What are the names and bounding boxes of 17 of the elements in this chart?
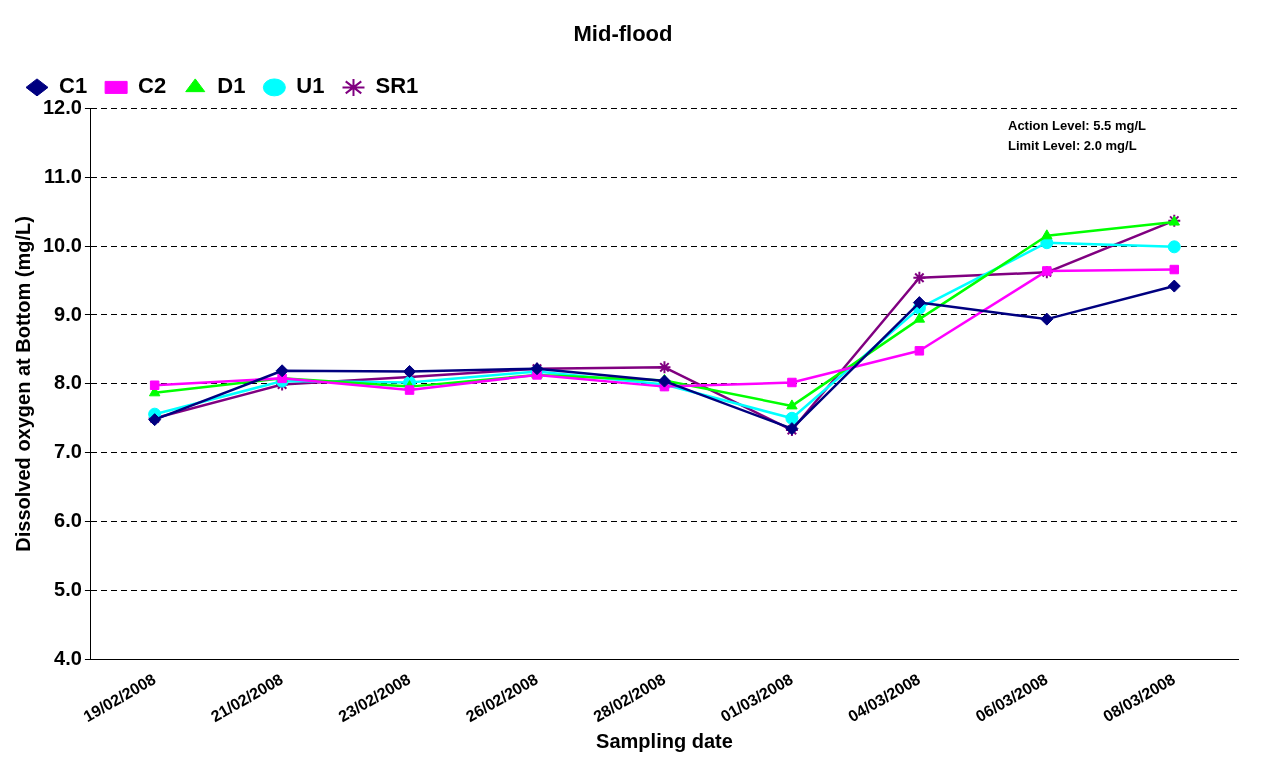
y-tick-label: 4.0 xyxy=(54,646,82,669)
annotation: Limit Level: 2.0 mg/L xyxy=(1008,138,1137,154)
y-tick-label: 10.0 xyxy=(42,233,82,256)
chart-title: Mid-flood xyxy=(573,21,673,47)
y-tick-label: 7.0 xyxy=(54,440,82,463)
x-axis-title: Sampling date xyxy=(596,729,733,752)
legend-label: D1 xyxy=(217,73,246,99)
y-axis-title: Dissolved oxygen at Bottom (mg/L) xyxy=(11,216,34,552)
y-tick-label: 11.0 xyxy=(44,164,82,187)
legend-label: SR1 xyxy=(375,73,419,99)
y-tick-label: 9.0 xyxy=(54,302,82,325)
legend-label: U1 xyxy=(296,73,325,99)
y-tick-label: 6.0 xyxy=(54,509,82,532)
annotation: Action Level: 5.5 mg/L xyxy=(1008,118,1147,134)
y-tick-label: 8.0 xyxy=(54,371,82,394)
y-tick-label: 5.0 xyxy=(54,577,82,600)
legend-label: C2 xyxy=(138,73,167,99)
